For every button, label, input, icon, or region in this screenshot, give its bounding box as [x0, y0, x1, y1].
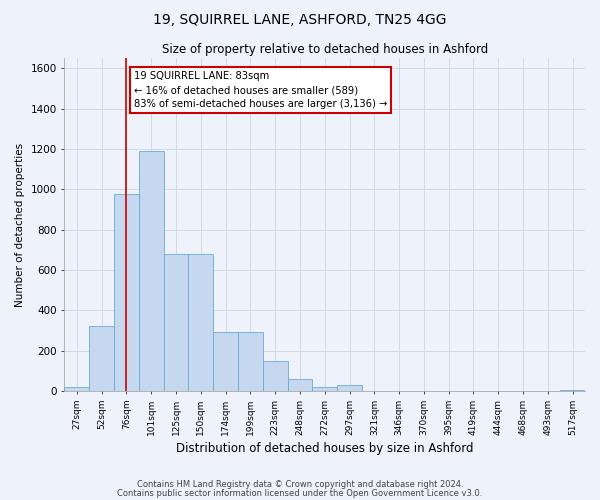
- Bar: [213, 332, 238, 391]
- Bar: [313, 386, 337, 391]
- Bar: [89, 326, 114, 391]
- Text: 19 SQUIRREL LANE: 83sqm
← 16% of detached houses are smaller (589)
83% of semi-d: 19 SQUIRREL LANE: 83sqm ← 16% of detache…: [134, 72, 387, 110]
- Bar: [337, 386, 362, 391]
- Bar: [560, 390, 585, 391]
- Bar: [164, 254, 188, 391]
- Bar: [139, 151, 164, 391]
- Bar: [114, 194, 139, 391]
- Title: Size of property relative to detached houses in Ashford: Size of property relative to detached ho…: [161, 42, 488, 56]
- Text: Contains public sector information licensed under the Open Government Licence v3: Contains public sector information licen…: [118, 488, 482, 498]
- Bar: [287, 379, 313, 391]
- Bar: [263, 361, 287, 391]
- Bar: [64, 387, 89, 391]
- Text: 19, SQUIRREL LANE, ASHFORD, TN25 4GG: 19, SQUIRREL LANE, ASHFORD, TN25 4GG: [153, 12, 447, 26]
- Text: Contains HM Land Registry data © Crown copyright and database right 2024.: Contains HM Land Registry data © Crown c…: [137, 480, 463, 489]
- Bar: [188, 254, 213, 391]
- X-axis label: Distribution of detached houses by size in Ashford: Distribution of detached houses by size …: [176, 442, 473, 455]
- Y-axis label: Number of detached properties: Number of detached properties: [15, 142, 25, 306]
- Bar: [238, 332, 263, 391]
